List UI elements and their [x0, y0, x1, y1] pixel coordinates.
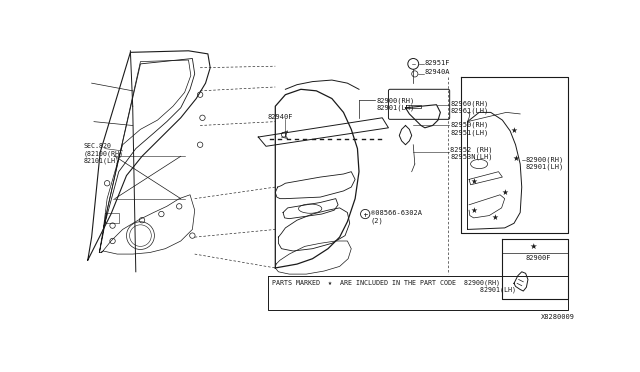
Text: ★: ★: [492, 214, 499, 222]
Text: 82940F: 82940F: [268, 114, 293, 120]
Text: 82960(RH)
82961(LH): 82960(RH) 82961(LH): [451, 100, 489, 114]
Text: 82951F: 82951F: [425, 60, 451, 66]
Text: 82900(RH)
82901(LH): 82900(RH) 82901(LH): [376, 97, 414, 111]
Text: ®08566-6302A
(2): ®08566-6302A (2): [371, 210, 422, 224]
Text: 82900(RH)
82901(LH): 82900(RH) 82901(LH): [525, 156, 564, 170]
Text: 82950(RH)
82951(LH): 82950(RH) 82951(LH): [451, 122, 489, 136]
Text: 82940A: 82940A: [425, 69, 451, 75]
Text: ★: ★: [501, 188, 508, 197]
Text: ★: ★: [530, 242, 537, 251]
Text: SEC.820
(82100(RH)
82101(LH): SEC.820 (82100(RH) 82101(LH): [84, 143, 124, 164]
Text: 82952 (RH)
82953N(LH): 82952 (RH) 82953N(LH): [451, 146, 493, 160]
Text: 82900F: 82900F: [525, 255, 551, 261]
Text: PARTS MARKED  ★  ARE INCLUDED IN THE PART CODE  82900(RH)
                      : PARTS MARKED ★ ARE INCLUDED IN THE PART …: [272, 279, 516, 294]
Text: ★: ★: [470, 206, 477, 215]
Text: ★: ★: [512, 154, 519, 163]
Text: X8280009: X8280009: [541, 314, 575, 320]
Text: ★: ★: [470, 177, 477, 186]
Text: ★: ★: [511, 126, 517, 135]
